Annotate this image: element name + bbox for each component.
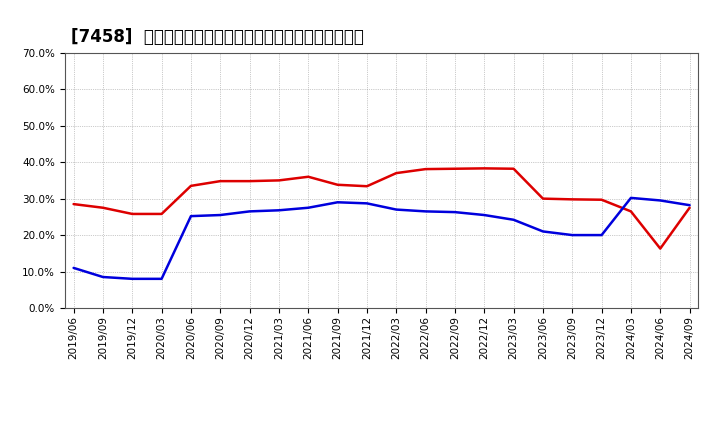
有利子負偵 bbox=[363, 201, 372, 206]
現顔金 bbox=[186, 183, 195, 188]
有利子負偵 bbox=[656, 198, 665, 203]
有利子負偵 bbox=[333, 200, 342, 205]
現顔金 bbox=[656, 246, 665, 251]
現顔金 bbox=[363, 183, 372, 189]
有利子負偵 bbox=[99, 275, 107, 280]
現顔金 bbox=[421, 166, 430, 172]
現顔金 bbox=[333, 182, 342, 187]
有利子負偵 bbox=[626, 195, 635, 201]
現顔金 bbox=[598, 197, 606, 202]
現顔金 bbox=[480, 166, 489, 171]
有利子負偵 bbox=[509, 217, 518, 222]
現顔金 bbox=[392, 170, 400, 176]
現顔金 bbox=[539, 196, 547, 201]
現顔金 bbox=[157, 211, 166, 216]
有利子負偵 bbox=[539, 229, 547, 234]
有利子負偵 bbox=[246, 209, 254, 214]
Line: 有利子負偵: 有利子負偵 bbox=[73, 198, 690, 279]
有利子負偵 bbox=[480, 213, 489, 218]
現顔金 bbox=[69, 202, 78, 207]
有利子負偵 bbox=[216, 213, 225, 218]
現顔金 bbox=[626, 209, 635, 214]
有利子負偵 bbox=[685, 202, 694, 208]
現顔金 bbox=[509, 166, 518, 171]
現顔金 bbox=[451, 166, 459, 171]
現顔金 bbox=[685, 205, 694, 210]
Line: 現顔金: 現顔金 bbox=[73, 169, 690, 249]
現顔金 bbox=[99, 205, 107, 210]
有利子負偵 bbox=[568, 232, 577, 238]
有利子負偵 bbox=[598, 232, 606, 238]
有利子負偵 bbox=[157, 276, 166, 282]
現顔金 bbox=[274, 178, 283, 183]
有利子負偵 bbox=[392, 207, 400, 212]
有利子負偵 bbox=[451, 209, 459, 215]
現顔金 bbox=[128, 211, 137, 216]
現顔金 bbox=[304, 174, 312, 180]
Text: [7458]  現顔金、有利子負偵の総資産に対する比率の推移: [7458] 現顔金、有利子負偵の総資産に対する比率の推移 bbox=[71, 28, 364, 46]
有利子負偵 bbox=[304, 205, 312, 210]
現顔金 bbox=[216, 179, 225, 184]
有利子負偵 bbox=[186, 213, 195, 219]
有利子負偵 bbox=[69, 265, 78, 271]
有利子負偵 bbox=[128, 276, 137, 282]
現顔金 bbox=[568, 197, 577, 202]
現顔金 bbox=[246, 179, 254, 184]
有利子負偵 bbox=[421, 209, 430, 214]
有利子負偵 bbox=[274, 208, 283, 213]
